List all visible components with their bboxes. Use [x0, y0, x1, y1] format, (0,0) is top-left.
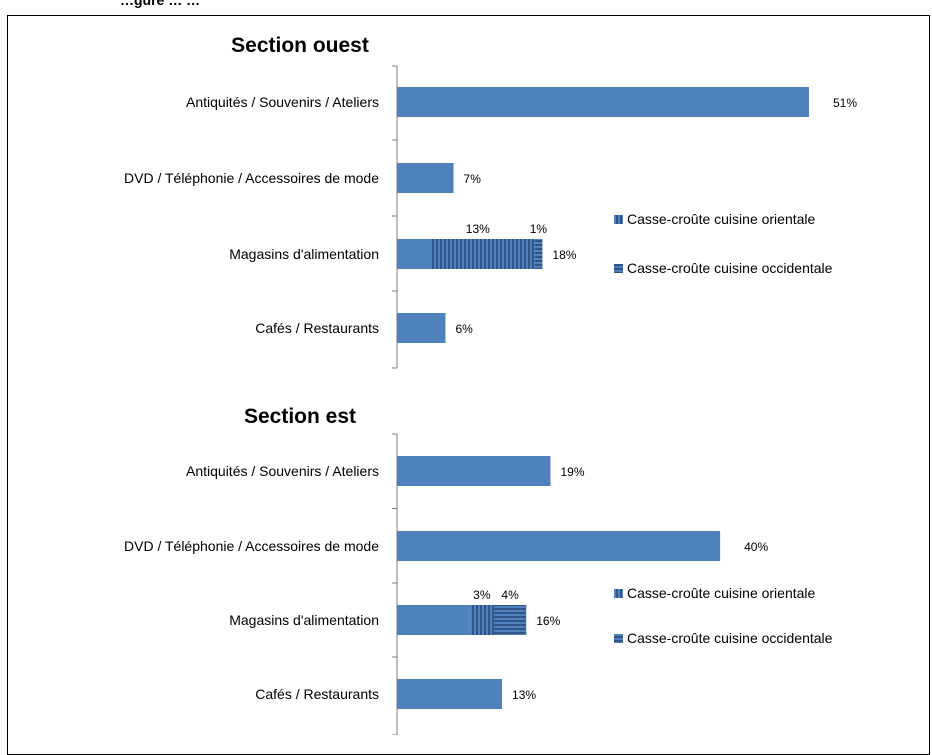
chart2-category-label: Antiquités / Souvenirs / Ateliers	[186, 463, 379, 479]
charts-canvas: Section ouest Antiquités / Souvenirs / At…	[0, 0, 932, 735]
chart1-category-label: Magasins d'alimentation	[229, 246, 379, 262]
chart1-bar-segment-occidentale	[534, 239, 542, 269]
chart1-bar	[397, 87, 809, 117]
chart2-category-label: Magasins d'alimentation	[229, 612, 379, 628]
chart2-bar-segment-occidentale	[494, 605, 526, 635]
chart2-bar	[397, 679, 502, 709]
chart2-category-label: Cafés / Restaurants	[255, 686, 379, 702]
chart1-value-label: 18%	[552, 248, 576, 262]
chart1-category-label: Cafés / Restaurants	[255, 320, 379, 336]
chart1-segment-label: 13%	[466, 222, 490, 236]
chart1-value-label: 7%	[464, 172, 482, 186]
chart1-title: Section ouest	[231, 34, 369, 57]
chart2-bar	[397, 605, 470, 635]
chart1-value-label: 51%	[833, 96, 857, 110]
chart1-bar	[397, 313, 445, 343]
chart1-bar	[397, 163, 454, 193]
chart1-bar	[397, 239, 429, 269]
chart2-value-label: 40%	[744, 540, 768, 554]
chart2-bar-segment-orientale	[470, 605, 494, 635]
chart2-bar	[397, 531, 720, 561]
chart1-legend-label: Casse-croûte cuisine orientale	[627, 211, 816, 227]
chart1-bar-segment-orientale	[429, 239, 534, 269]
chart1-value-label: 6%	[455, 322, 473, 336]
chart2-value-label: 16%	[536, 614, 560, 628]
chart2-legend-label: Casse-croûte cuisine occidentale	[627, 630, 833, 646]
chart2-bar	[397, 456, 550, 486]
chart2-legend-swatch	[614, 634, 623, 643]
chart2-legend-label: Casse-croûte cuisine orientale	[627, 585, 816, 601]
chart2-legend-swatch	[614, 589, 623, 598]
chart1-segment-label: 1%	[530, 222, 548, 236]
chart1-legend-swatch	[614, 264, 623, 273]
chart1-category-label: DVD / Téléphonie / Accessoires de mode	[124, 170, 379, 186]
chart2-segment-label: 4%	[501, 588, 519, 602]
chart1-legend-label: Casse-croûte cuisine occidentale	[627, 260, 833, 276]
chart1-category-label: Antiquités / Souvenirs / Ateliers	[186, 94, 379, 110]
chart2-segment-label: 3%	[473, 588, 491, 602]
chart2-value-label: 13%	[512, 688, 536, 702]
chart2-title: Section est	[244, 405, 356, 428]
chart2-value-label: 19%	[560, 465, 584, 479]
chart2-category-label: DVD / Téléphonie / Accessoires de mode	[124, 538, 379, 554]
chart1-legend-swatch	[614, 215, 623, 224]
